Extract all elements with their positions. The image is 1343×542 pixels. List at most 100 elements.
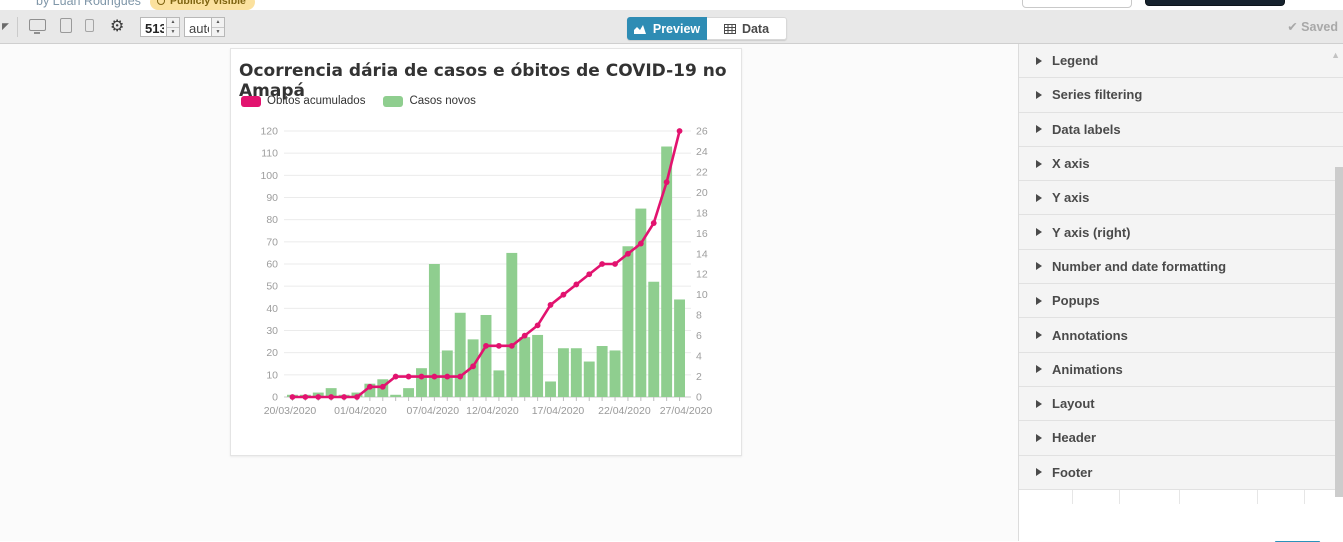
divider [17, 17, 18, 37]
spin-up-icon[interactable]: ▲ [167, 18, 179, 28]
svg-text:60: 60 [266, 259, 278, 271]
tab-preview[interactable]: Preview [627, 17, 707, 40]
sidebar-panel-x-axis[interactable]: X axis [1019, 146, 1343, 182]
sidebar-panel-footer[interactable]: Footer [1019, 455, 1343, 490]
bar [557, 348, 569, 397]
publish-button[interactable] [1145, 0, 1285, 6]
bar [532, 334, 544, 397]
sidebar-panel-data-labels[interactable]: Data labels [1019, 112, 1343, 147]
height-stepper[interactable]: ▲▼ [184, 17, 225, 37]
svg-text:22/04/2020: 22/04/2020 [598, 405, 651, 417]
svg-text:6: 6 [696, 330, 702, 342]
corner-icon[interactable]: ◤ [2, 21, 9, 31]
scroll-up-icon[interactable]: ▲ [1331, 50, 1340, 60]
panel-label: X axis [1052, 156, 1090, 172]
line-point [663, 179, 670, 186]
line-point [547, 302, 554, 308]
sidebar-panel-animations[interactable]: Animations [1019, 352, 1343, 387]
width-spin-buttons[interactable]: ▲ ▼ [166, 17, 180, 37]
bar [648, 281, 660, 397]
svg-text:22: 22 [696, 166, 708, 178]
height-input[interactable] [184, 17, 211, 37]
sidebar-panel-y-axis-right-[interactable]: Y axis (right) [1019, 215, 1343, 250]
topbar: by Luan Rodrigues Publicly visible [0, 0, 1343, 10]
line-point [392, 373, 399, 380]
width-stepper[interactable]: ▲▼ [140, 17, 180, 37]
sidebar-panel-number-and-date-formatting[interactable]: Number and date formatting [1019, 249, 1343, 285]
caret-right-icon [1036, 468, 1042, 477]
line-point [302, 394, 309, 400]
sidebar-panel-annotations[interactable]: Annotations [1019, 318, 1343, 353]
bar [583, 361, 595, 397]
panel-label: Annotations [1052, 327, 1128, 343]
svg-text:20/03/2020: 20/03/2020 [264, 405, 317, 417]
svg-text:70: 70 [266, 236, 278, 248]
svg-text:0: 0 [272, 392, 278, 404]
svg-text:26: 26 [696, 126, 708, 138]
caret-right-icon [1036, 262, 1042, 271]
svg-text:14: 14 [696, 248, 708, 260]
visibility-badge[interactable]: Publicly visible [150, 0, 255, 10]
sidebar-panel-popups[interactable]: Popups [1019, 284, 1343, 319]
svg-text:20: 20 [696, 187, 708, 199]
bar [674, 299, 685, 397]
tab-data[interactable]: Data [707, 17, 787, 40]
sidebar-panel-y-axis[interactable]: Y axis [1019, 181, 1343, 216]
svg-text:120: 120 [260, 126, 278, 138]
svg-text:100: 100 [260, 170, 278, 182]
svg-text:10: 10 [266, 369, 278, 381]
spin-up-icon[interactable]: ▲ [212, 18, 224, 28]
caret-right-icon [1036, 296, 1042, 305]
line-point [612, 261, 618, 267]
svg-text:50: 50 [266, 281, 278, 293]
svg-text:07/04/2020: 07/04/2020 [407, 405, 460, 417]
sidebar-panel-header[interactable]: Header [1019, 421, 1343, 456]
sidebar-scrollbar[interactable] [1335, 167, 1343, 497]
bar [506, 252, 518, 397]
sidebar-panel-legend[interactable]: Legend [1019, 44, 1343, 79]
share-url-input[interactable] [1022, 0, 1132, 8]
line-point [483, 342, 489, 349]
legend-label: Casos novos [409, 95, 476, 107]
panel-label: Popups [1052, 293, 1100, 309]
line-point [328, 394, 335, 400]
svg-text:2: 2 [696, 371, 702, 383]
tablet-icon[interactable] [60, 18, 72, 33]
line-point [650, 220, 657, 226]
svg-text:12: 12 [696, 269, 708, 281]
svg-text:30: 30 [266, 325, 278, 337]
gear-icon[interactable]: ⚙ [110, 18, 125, 35]
line-point [496, 342, 502, 349]
panel-label: Layout [1052, 396, 1095, 412]
panel-label: Series filtering [1052, 87, 1143, 103]
line-point [457, 373, 464, 380]
svg-text:18: 18 [696, 207, 708, 219]
caret-right-icon [1036, 125, 1042, 134]
panel-label: Y axis [1052, 190, 1090, 206]
svg-text:24: 24 [696, 146, 708, 158]
svg-text:01/04/2020: 01/04/2020 [334, 405, 387, 417]
main-area: Ocorrencia dária de casos e óbitos de CO… [0, 44, 1343, 542]
bar [325, 388, 337, 397]
sidebar-panel-layout[interactable]: Layout [1019, 386, 1343, 422]
spin-down-icon[interactable]: ▼ [215, 29, 221, 35]
height-spin-buttons[interactable]: ▲ ▼ [211, 17, 225, 37]
bar [403, 388, 415, 397]
sidebar-panel-series-filtering[interactable]: Series filtering [1019, 78, 1343, 113]
spin-down-icon[interactable]: ▼ [170, 29, 176, 35]
width-input[interactable] [140, 17, 166, 37]
line-point [418, 373, 425, 380]
caret-right-icon [1036, 433, 1042, 442]
svg-text:4: 4 [696, 351, 702, 363]
caret-right-icon [1036, 56, 1042, 65]
bar [661, 146, 673, 397]
line-point [341, 394, 347, 400]
checkmark-icon: ✔ [1287, 20, 1302, 34]
line-point [599, 261, 606, 267]
chart-preview-card: Ocorrencia dária de casos e óbitos de CO… [230, 48, 742, 456]
line-point [534, 322, 541, 329]
phone-icon[interactable] [85, 19, 94, 32]
bars-casos-novos [287, 146, 685, 397]
line-point [366, 383, 373, 390]
desktop-icon[interactable] [29, 19, 46, 34]
